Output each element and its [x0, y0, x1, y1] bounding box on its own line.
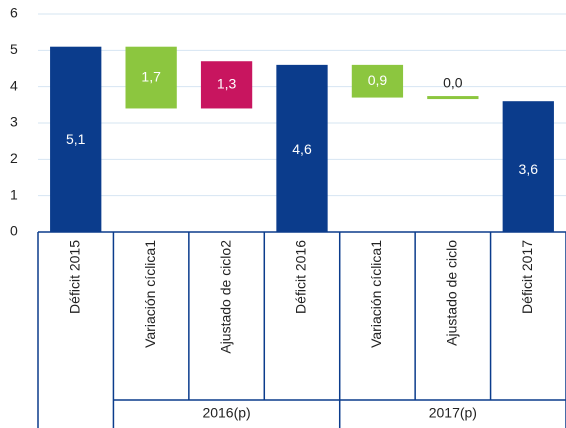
value-label: 1,7: [141, 68, 161, 84]
bar: [125, 46, 177, 109]
y-tick-label: 6: [10, 5, 18, 21]
value-label: 0,9: [368, 72, 388, 88]
y-tick-label: 5: [10, 41, 18, 57]
bar: [50, 46, 102, 233]
bar: [276, 64, 328, 232]
x-tick-label: Déficit 2016: [293, 240, 309, 314]
value-label: 5,1: [66, 131, 86, 147]
group-label: 2017(p): [429, 405, 477, 421]
bar: [351, 64, 404, 98]
value-label: 4,6: [292, 141, 312, 157]
group-label: 2016(p): [202, 405, 250, 421]
bar: [427, 96, 479, 100]
y-tick-label: 4: [10, 77, 18, 93]
bar: [502, 101, 554, 232]
x-tick-label: Variación cíclica1: [368, 240, 384, 348]
value-label: 0,0: [443, 74, 463, 90]
y-tick-label: 1: [10, 186, 18, 202]
bar: [200, 61, 253, 109]
y-tick-label: 2: [10, 150, 18, 166]
value-label: 3,6: [519, 161, 539, 177]
x-tick-label: Ajustado de ciclo: [444, 240, 460, 346]
x-tick-label: Ajustado de ciclo2: [217, 240, 233, 354]
y-tick-label: 0: [10, 223, 18, 239]
y-tick-label: 3: [10, 114, 18, 130]
x-tick-label: Variación cíclica1: [142, 240, 158, 348]
value-label: 1,3: [217, 76, 237, 92]
x-tick-label: Déficit 2017: [519, 240, 535, 314]
x-tick-label: Déficit 2015: [66, 240, 82, 314]
